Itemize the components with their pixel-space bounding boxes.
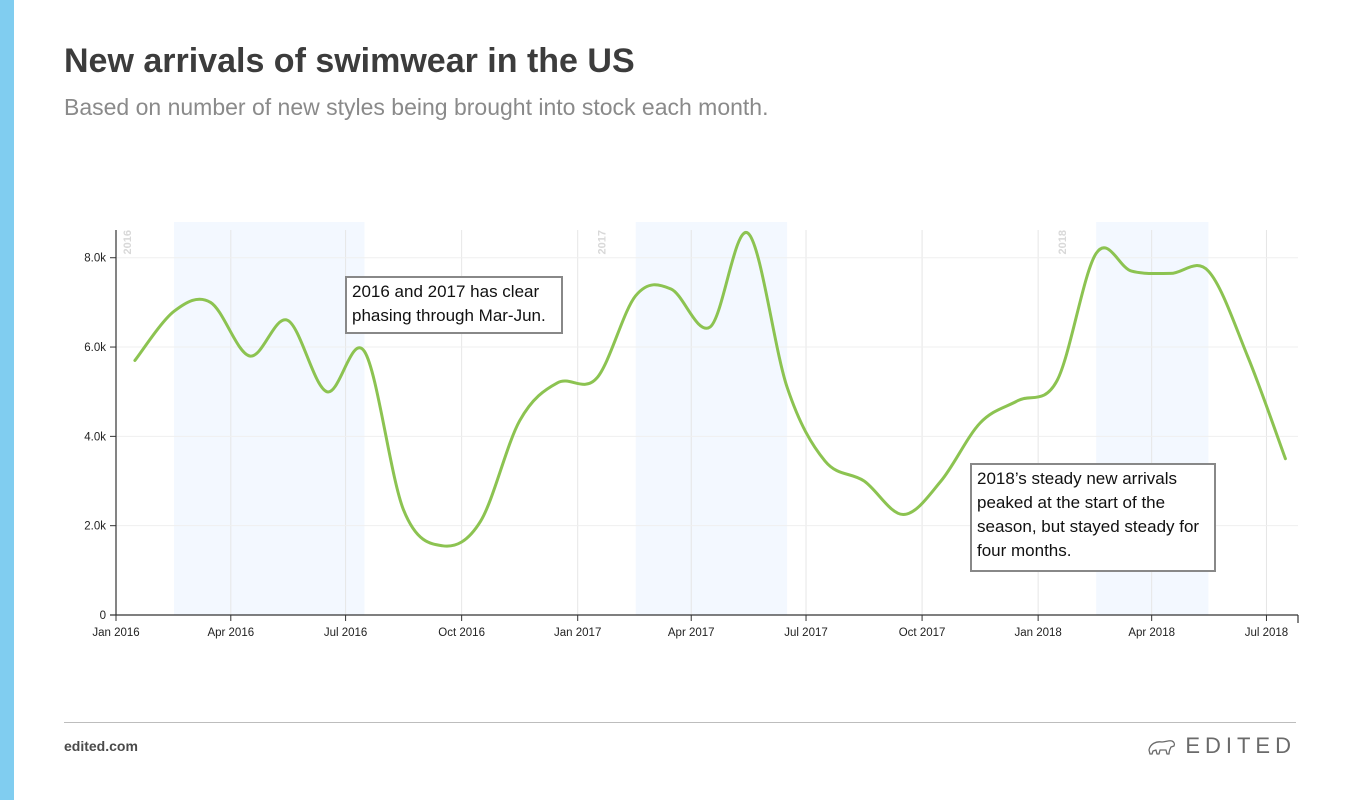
- annotation-steady: 2018’s steady new arrivals peaked at the…: [970, 463, 1216, 572]
- footer-divider: [64, 722, 1296, 723]
- season-band-1: [635, 222, 788, 615]
- x-tick-label-10: Jul 2018: [1245, 627, 1288, 639]
- polar-bear-icon: [1148, 740, 1176, 755]
- x-tick-label-1: Apr 2016: [207, 627, 254, 639]
- x-tick-label-2: Jul 2016: [324, 627, 367, 639]
- y-tick-label-0: 0: [100, 610, 106, 622]
- annotation-phasing: 2016 and 2017 has clear phasing through …: [345, 276, 563, 334]
- x-tick-label-0: Jan 2016: [92, 627, 139, 639]
- x-tick-label-4: Jan 2017: [554, 627, 601, 639]
- y-tick-label-1: 2.0k: [84, 521, 106, 533]
- year-label-2016: 2016: [122, 230, 134, 254]
- x-tick-label-7: Oct 2017: [899, 627, 946, 639]
- x-tick-label-5: Apr 2017: [668, 627, 715, 639]
- x-tick-label-9: Apr 2018: [1128, 627, 1175, 639]
- year-label-2018: 2018: [1057, 230, 1069, 254]
- season-band-0: [174, 222, 365, 615]
- y-tick-label-3: 6.0k: [84, 342, 106, 354]
- x-tick-label-8: Jan 2018: [1014, 627, 1061, 639]
- chart-subtitle: Based on number of new styles being brou…: [64, 94, 769, 120]
- x-tick-label-3: Oct 2016: [438, 627, 485, 639]
- chart-title: New arrivals of swimwear in the US: [64, 42, 635, 80]
- y-tick-label-4: 8.0k: [84, 253, 106, 265]
- brand-logo: EDITED: [1147, 733, 1296, 759]
- series-line: [133, 231, 1287, 548]
- x-tick-label-6: Jul 2017: [784, 627, 827, 639]
- accent-bar: [0, 0, 14, 800]
- y-tick-label-2: 4.0k: [84, 431, 106, 443]
- year-label-2017: 2017: [596, 230, 608, 254]
- footer-link[interactable]: edited.com: [64, 738, 138, 754]
- brand-name: EDITED: [1185, 733, 1296, 758]
